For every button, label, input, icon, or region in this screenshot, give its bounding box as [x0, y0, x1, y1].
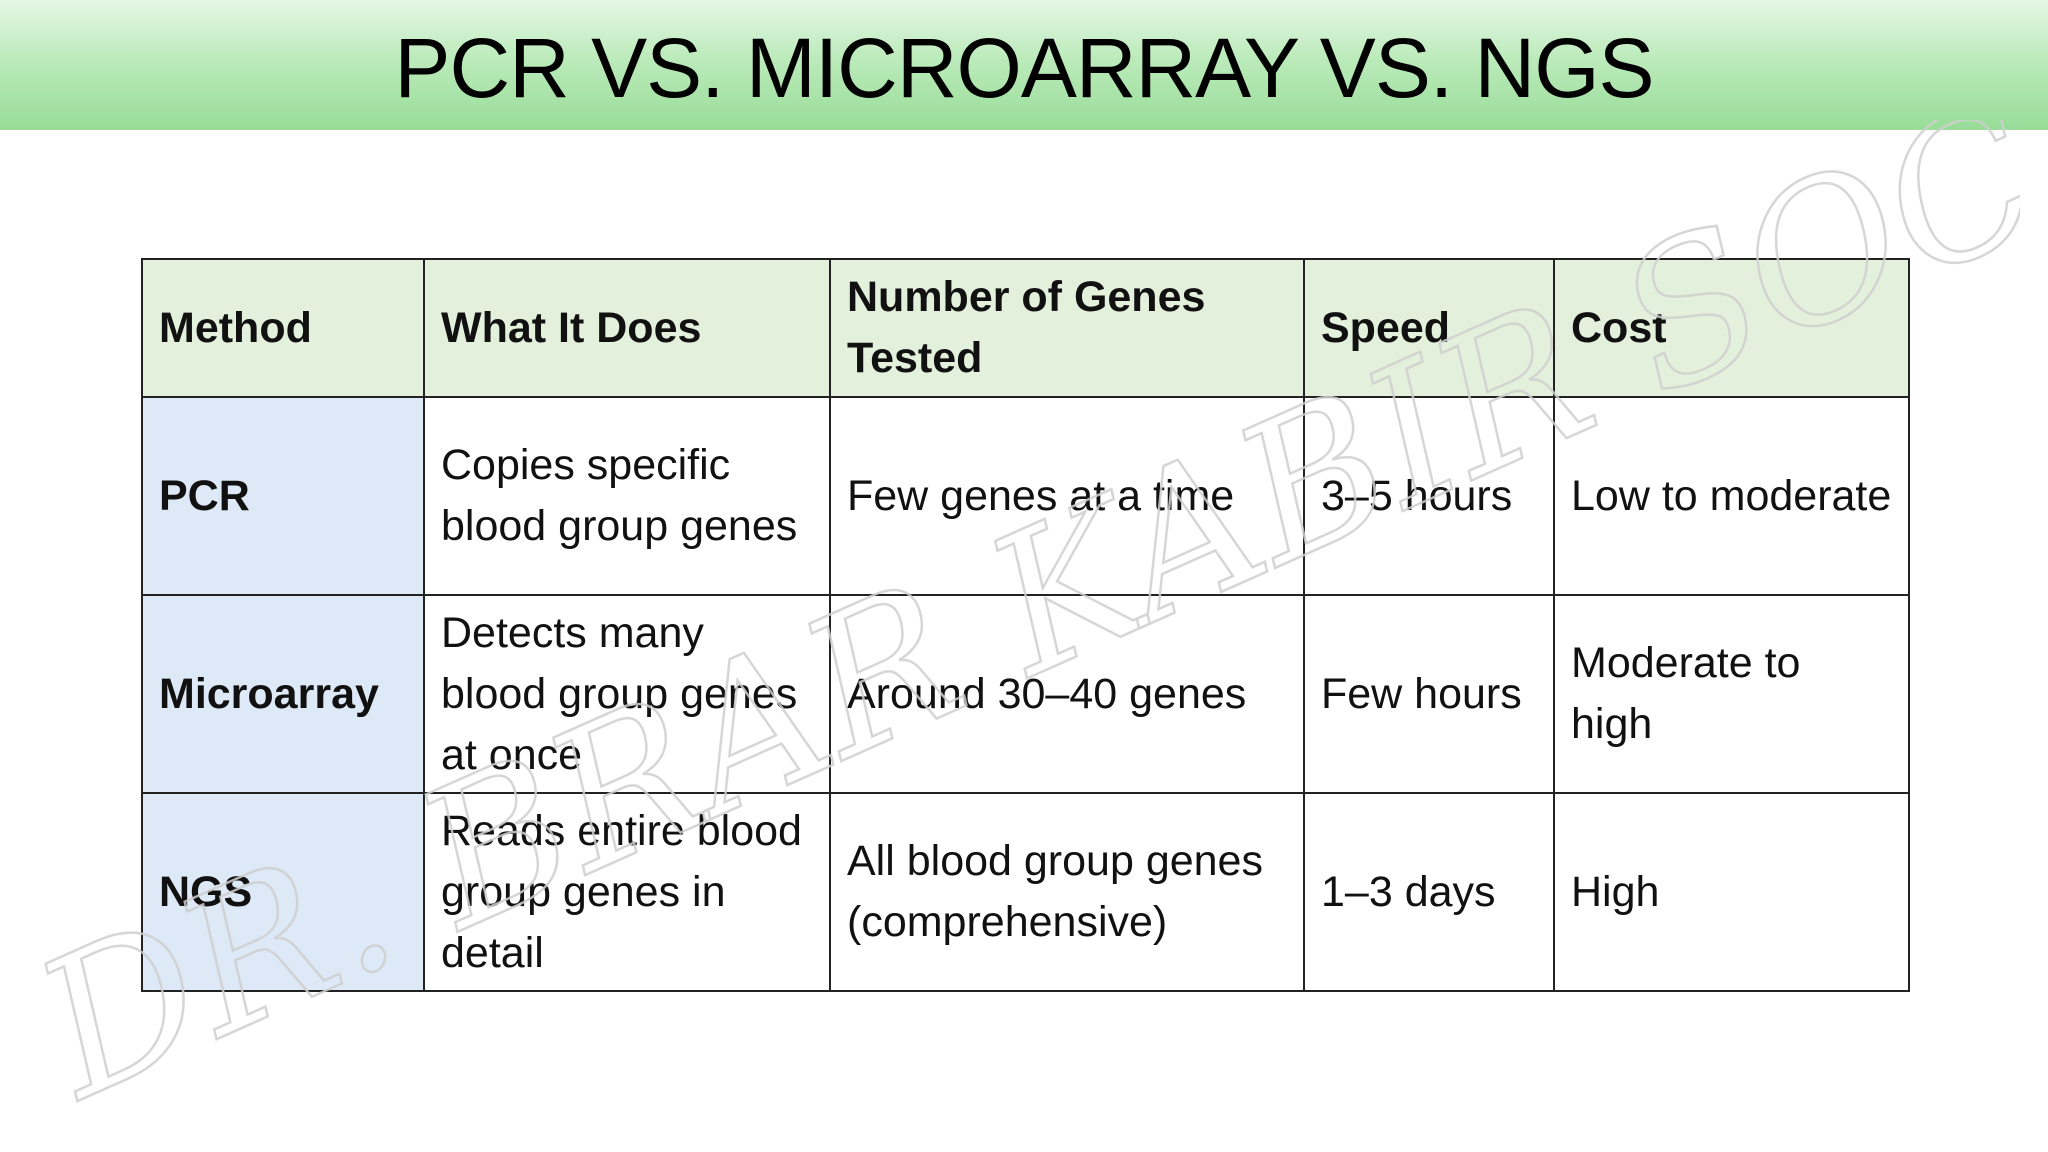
cell-cost: Low to moderate	[1553, 396, 1910, 596]
cell-cost: High	[1553, 792, 1910, 992]
comparison-table: Method What It Does Number of Genes Test…	[141, 258, 1910, 992]
cell-speed: 3–5 hours	[1303, 396, 1555, 596]
header-number-of-genes: Number of Genes Tested	[829, 258, 1305, 398]
title-band	[0, 0, 2048, 130]
cell-what-it-does: Copies specific blood group genes	[423, 396, 831, 596]
cell-method: NGS	[141, 792, 425, 992]
header-cost: Cost	[1553, 258, 1910, 398]
slide-title: PCR VS. MICROARRAY VS. NGS	[394, 21, 1654, 115]
cell-number-of-genes: Few genes at a time	[829, 396, 1305, 596]
table-row: PCR Copies specific blood group genes Fe…	[141, 396, 1910, 596]
table-row: Microarray Detects many blood group gene…	[141, 594, 1910, 794]
cell-method: Microarray	[141, 594, 425, 794]
cell-method: PCR	[141, 396, 425, 596]
table-header-row: Method What It Does Number of Genes Test…	[141, 258, 1910, 398]
header-speed: Speed	[1303, 258, 1555, 398]
table-row: NGS Reads entire blood group genes in de…	[141, 792, 1910, 992]
cell-number-of-genes: All blood group genes (comprehensive)	[829, 792, 1305, 992]
cell-speed: 1–3 days	[1303, 792, 1555, 992]
header-what-it-does: What It Does	[423, 258, 831, 398]
cell-what-it-does: Detects many blood group genes at once	[423, 594, 831, 794]
header-method: Method	[141, 258, 425, 398]
cell-cost: Moderate to high	[1553, 594, 1910, 794]
cell-what-it-does: Reads entire blood group genes in detail	[423, 792, 831, 992]
cell-number-of-genes: Around 30–40 genes	[829, 594, 1305, 794]
cell-speed: Few hours	[1303, 594, 1555, 794]
